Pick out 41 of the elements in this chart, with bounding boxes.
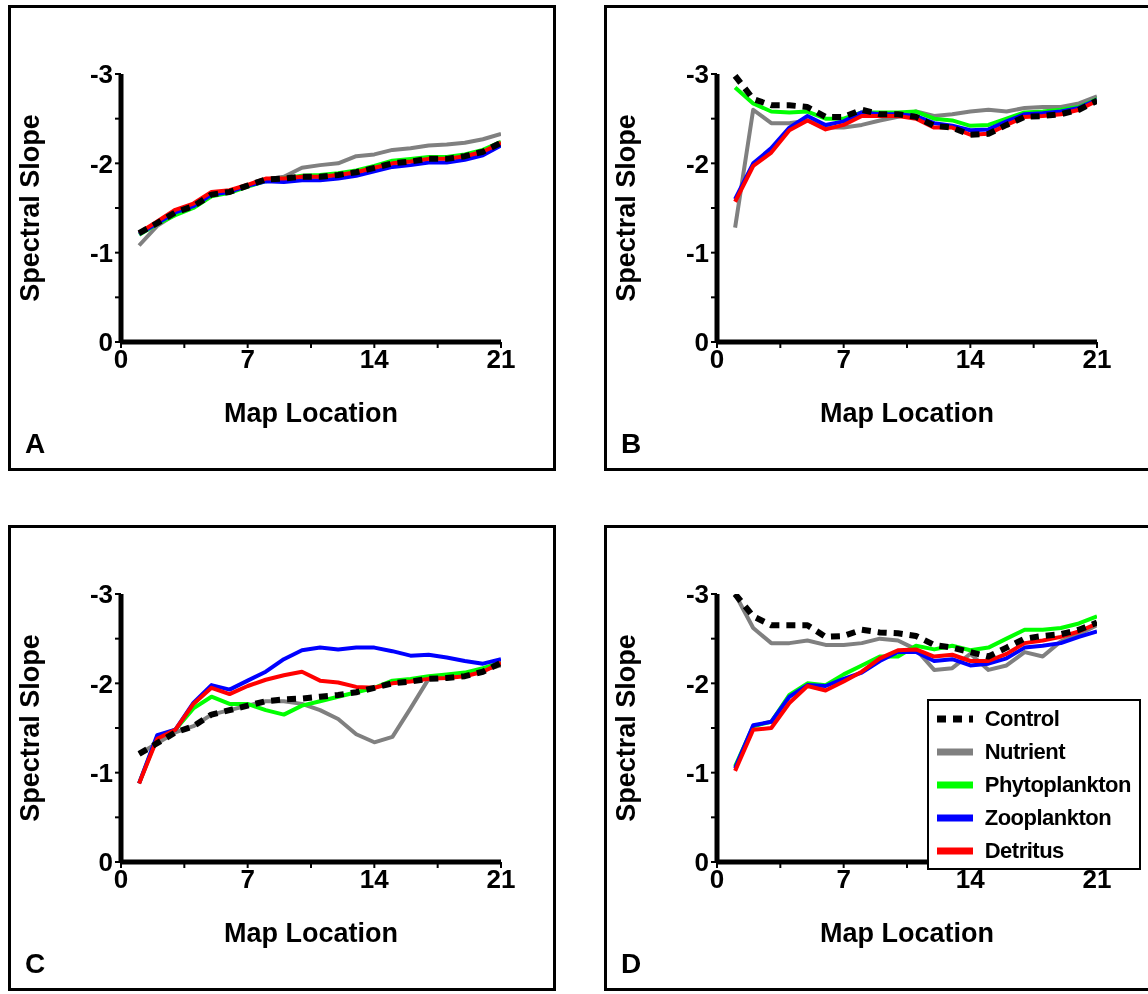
x-tick-label: 7	[836, 344, 851, 375]
x-axis-title: Map Location	[224, 918, 398, 948]
text: C	[25, 948, 46, 980]
y-tick-label: -2	[685, 668, 709, 699]
x-axis-title: Map Location	[224, 398, 398, 428]
x-axis-title: Map Location	[820, 918, 994, 948]
x-axis-title: Map Location	[820, 398, 994, 428]
legend-label: Phytoplankton	[984, 771, 1131, 798]
y-tick-label: -1	[685, 757, 709, 788]
x-tick-label: 14	[955, 864, 986, 895]
y-tick-label: -1	[685, 237, 709, 268]
text: A	[25, 428, 46, 460]
legend-label: Zooplankton	[984, 804, 1112, 831]
y-tick-label: -3	[685, 579, 709, 610]
text: D	[621, 948, 642, 980]
x-tick-label: 14	[359, 344, 390, 375]
x-tick-label: 21	[1082, 344, 1112, 375]
y-axis-title: Spectral Slope	[610, 114, 641, 302]
text: B	[621, 428, 642, 460]
y-axis-title: Spectral Slope	[14, 634, 45, 822]
y-tick-label: -3	[89, 59, 113, 90]
x-tick-label: 14	[359, 864, 390, 895]
x-tick-label: 21	[486, 864, 516, 895]
legend-label: Control	[984, 705, 1060, 732]
x-tick-label: 21	[486, 344, 516, 375]
y-axis-title: Spectral Slope	[610, 634, 641, 822]
y-tick-label: -3	[685, 59, 709, 90]
legend-label: Detritus	[984, 837, 1064, 864]
x-tick-label: 7	[240, 344, 255, 375]
y-tick-label: -2	[685, 148, 709, 179]
y-axis-title: Spectral Slope	[14, 114, 45, 302]
y-tick-label: -1	[89, 237, 113, 268]
y-tick-label: -2	[89, 148, 113, 179]
legend-label: Nutrient	[984, 738, 1066, 765]
y-tick-label: -2	[89, 668, 113, 699]
x-tick-label: 7	[836, 864, 851, 895]
x-tick-label: 14	[955, 344, 986, 375]
y-tick-label: -3	[89, 579, 113, 610]
x-tick-label: 7	[240, 864, 255, 895]
y-tick-label: -1	[89, 757, 113, 788]
x-tick-label: 21	[1082, 864, 1112, 895]
